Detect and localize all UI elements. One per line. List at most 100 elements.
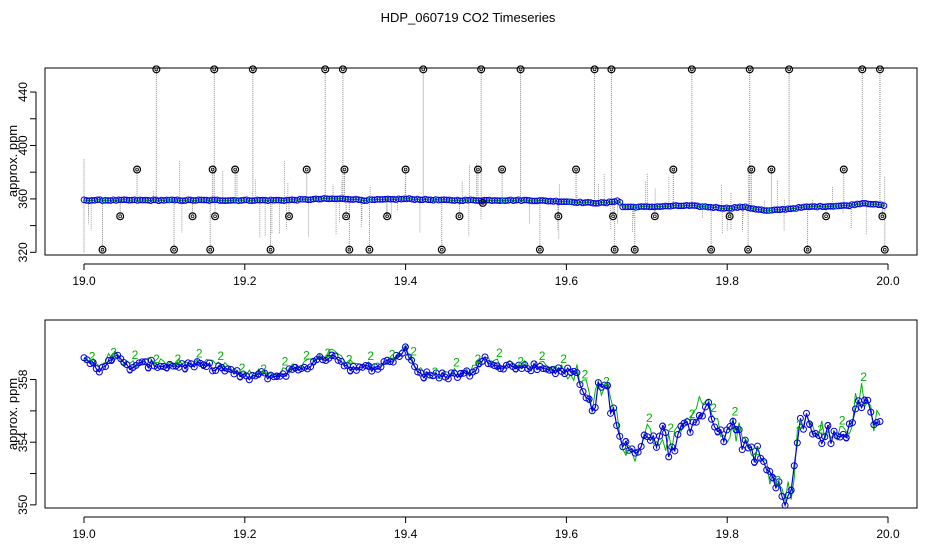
outlier-point-core [190, 214, 195, 219]
panel-top: 19.0 19.2 19.4 19.6 19.8 20.0 320 360 400 440 app… [5, 65, 918, 288]
series-point-3 [695, 411, 703, 419]
series-point-3 [89, 358, 97, 366]
series-point-3 [224, 365, 232, 373]
series-point-3 [787, 486, 795, 494]
series-point-3 [386, 358, 394, 366]
outlier-point-core [421, 67, 426, 72]
series-label-3: 3 [421, 373, 427, 385]
outlier-point [342, 212, 351, 221]
series-point-3 [98, 363, 106, 371]
series-label-3: 3 [549, 365, 555, 377]
outlier-point [401, 165, 410, 174]
series-point-3 [447, 369, 455, 377]
outlier-point-core [769, 167, 774, 172]
outlier-point-core [439, 247, 444, 252]
series-point-3 [585, 395, 593, 403]
outlier-point [211, 212, 220, 221]
series-point-3 [573, 369, 581, 377]
outlier-point-core [344, 214, 348, 219]
series-point-3 [775, 478, 783, 486]
outlier-point [725, 212, 734, 221]
outlier-point-core [727, 214, 732, 219]
top-x-tick-label: 19.0 [72, 274, 96, 288]
top-y-tick-label: 400 [16, 135, 30, 155]
panel-top-series [80, 195, 888, 214]
series-point-3 [873, 418, 881, 426]
outlier-point [266, 245, 275, 254]
outlier-point [231, 165, 240, 174]
outlier-point-core [556, 214, 561, 219]
series-point-3 [282, 372, 290, 380]
series-point-3 [634, 448, 642, 456]
series-label-2: 2 [432, 365, 439, 379]
series-point-3 [209, 367, 217, 375]
series-label-3: 3 [825, 421, 831, 433]
outlier-point-core [671, 167, 676, 172]
series-point-3 [848, 419, 856, 427]
series-point-3 [659, 422, 667, 430]
outlier-point-core [268, 247, 273, 252]
outlier-point-core [690, 67, 694, 72]
outlier-point [206, 245, 215, 254]
series-point-3 [842, 434, 850, 442]
series-label-3: 3 [476, 359, 482, 371]
series-point-3 [726, 423, 734, 431]
outlier-point [822, 212, 831, 221]
series-label-3: 3 [568, 367, 574, 379]
series-point-3 [674, 431, 682, 439]
top-x-tick-label: 20.0 [876, 274, 900, 288]
top-x-tick-label: 19.2 [233, 274, 257, 288]
series-point-3 [741, 436, 749, 444]
series-point-3 [793, 439, 801, 447]
series-point-3 [790, 462, 798, 470]
series-point-3 [769, 474, 777, 482]
series-point-3 [698, 412, 706, 420]
series-point-3 [876, 417, 884, 425]
outlier-point [365, 245, 374, 254]
outlier-point-core [118, 214, 122, 219]
outlier-point-core [476, 167, 480, 172]
series-point-3 [362, 361, 370, 369]
series-point-3 [591, 404, 599, 412]
outlier-point [98, 245, 107, 254]
outlier-point-core [609, 67, 614, 72]
series-label-3: 3 [678, 421, 684, 433]
outlier-point [554, 212, 563, 221]
series-point-3 [138, 358, 146, 366]
series-point-3 [754, 442, 762, 450]
series-point-3 [744, 444, 752, 452]
outlier-point-core [287, 214, 291, 219]
series-point-3 [457, 369, 465, 377]
series-point-3 [261, 369, 269, 377]
outlier-point [152, 65, 161, 74]
outlier-point-core [518, 67, 523, 72]
series-label-2: 2 [753, 444, 760, 458]
series-label-2: 2 [539, 349, 546, 363]
outlier-point [875, 65, 884, 74]
bottom-x-tick-label: 19.6 [555, 527, 579, 540]
series-point-3 [665, 453, 673, 461]
outlier-point [285, 212, 294, 221]
top-y-tick-label: 440 [16, 82, 30, 102]
series-point-3 [607, 409, 615, 417]
series-point-3 [603, 381, 611, 389]
series-point-3 [858, 404, 866, 412]
series-label-2: 2 [217, 349, 224, 363]
bottom-x-tick-label: 19.4 [394, 527, 418, 540]
series-label-2: 2 [110, 345, 117, 359]
series-label-2: 2 [710, 401, 717, 415]
series-label-2: 2 [410, 345, 417, 359]
series-point-3 [86, 360, 94, 368]
outlier-point [607, 65, 616, 74]
series-point-3 [334, 356, 342, 364]
series-label-2: 2 [389, 347, 396, 361]
series-label-3: 3 [366, 361, 372, 373]
series-point-3 [802, 409, 810, 417]
series-label-3: 3 [311, 356, 317, 368]
outlier-point [383, 212, 392, 221]
series-point-3 [172, 362, 180, 370]
series-point-3 [610, 404, 618, 412]
outlier-point [208, 165, 217, 174]
